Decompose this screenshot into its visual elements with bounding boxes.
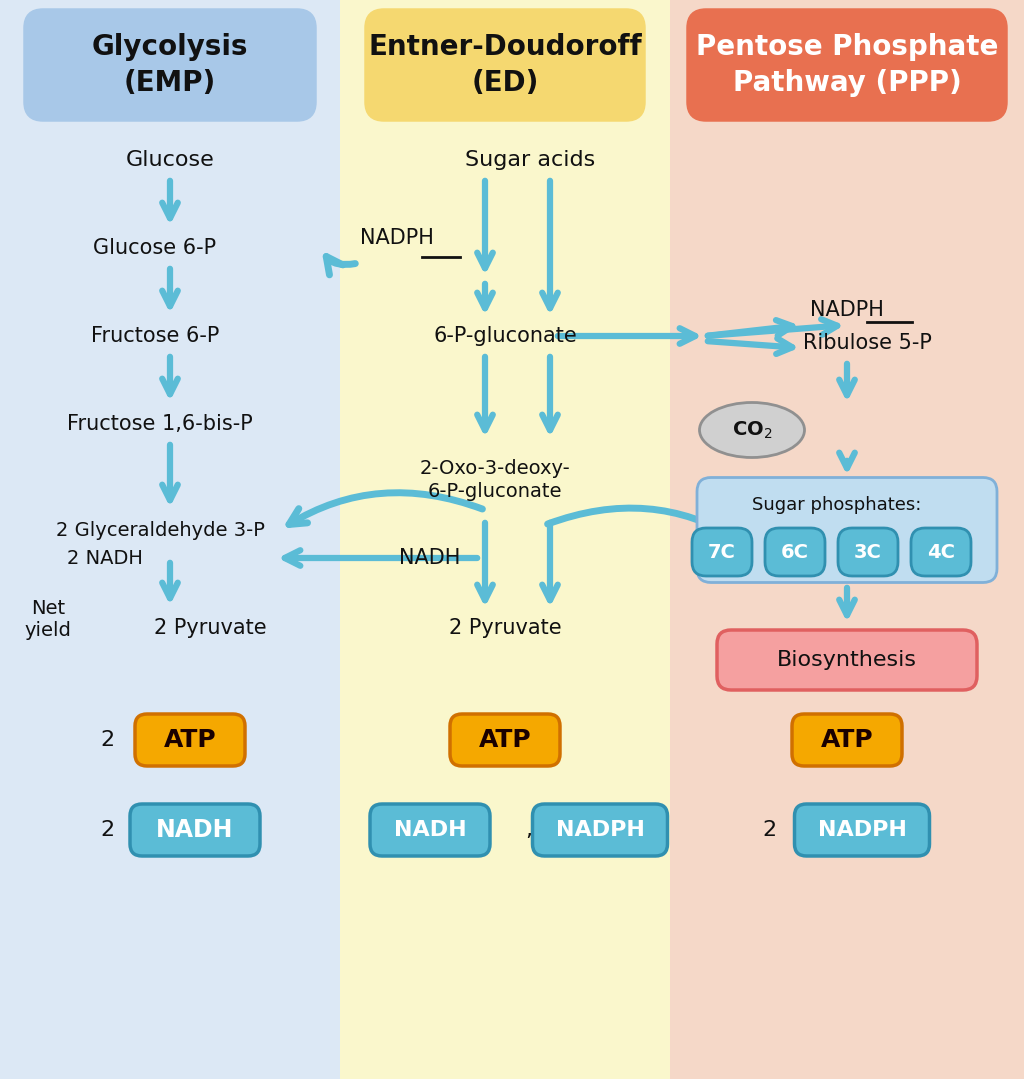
FancyBboxPatch shape xyxy=(792,714,902,766)
Text: Pentose Phosphate
Pathway (PPP): Pentose Phosphate Pathway (PPP) xyxy=(696,33,998,97)
FancyBboxPatch shape xyxy=(717,630,977,689)
FancyBboxPatch shape xyxy=(838,528,898,576)
FancyBboxPatch shape xyxy=(135,714,245,766)
Text: 2: 2 xyxy=(763,820,777,839)
Text: Entner-Doudoroff
(ED): Entner-Doudoroff (ED) xyxy=(368,32,642,97)
FancyBboxPatch shape xyxy=(370,804,490,856)
Text: Sugar acids: Sugar acids xyxy=(465,150,595,170)
Text: Sugar phosphates:: Sugar phosphates: xyxy=(753,496,922,514)
Text: 3C: 3C xyxy=(854,543,882,561)
Text: 6C: 6C xyxy=(781,543,809,561)
Text: ATP: ATP xyxy=(820,728,873,752)
Text: 6-P-gluconate: 6-P-gluconate xyxy=(433,326,577,346)
Text: NADH: NADH xyxy=(393,820,466,839)
FancyBboxPatch shape xyxy=(366,10,644,120)
FancyBboxPatch shape xyxy=(450,714,560,766)
Text: NADH: NADH xyxy=(399,548,461,568)
FancyBboxPatch shape xyxy=(911,528,971,576)
Text: Glucose 6-P: Glucose 6-P xyxy=(93,238,216,258)
Text: 4C: 4C xyxy=(927,543,955,561)
Text: Fructose 6-P: Fructose 6-P xyxy=(91,326,219,346)
FancyBboxPatch shape xyxy=(692,528,752,576)
Bar xyxy=(340,0,670,1079)
Text: Biosynthesis: Biosynthesis xyxy=(777,650,918,670)
Text: Glucose: Glucose xyxy=(126,150,214,170)
Text: NADPH: NADPH xyxy=(817,820,906,839)
Text: NADH: NADH xyxy=(157,818,233,842)
FancyBboxPatch shape xyxy=(25,10,315,120)
Text: 2 Pyruvate: 2 Pyruvate xyxy=(449,618,561,638)
Text: 2 NADH: 2 NADH xyxy=(67,548,143,568)
Text: 2-Oxo-3-deoxy-
6-P-gluconate: 2-Oxo-3-deoxy- 6-P-gluconate xyxy=(420,459,570,502)
Text: NADPH: NADPH xyxy=(810,300,884,320)
FancyBboxPatch shape xyxy=(795,804,930,856)
FancyBboxPatch shape xyxy=(532,804,668,856)
Text: NADPH: NADPH xyxy=(556,820,644,839)
Text: Net
yield: Net yield xyxy=(25,600,72,641)
FancyBboxPatch shape xyxy=(697,478,997,583)
Text: Ribulose 5-P: Ribulose 5-P xyxy=(803,333,932,353)
Text: ATP: ATP xyxy=(478,728,531,752)
Text: Glycolysis
(EMP): Glycolysis (EMP) xyxy=(92,32,248,97)
Text: 2 Glyceraldehyde 3-P: 2 Glyceraldehyde 3-P xyxy=(55,520,264,540)
Text: ATP: ATP xyxy=(164,728,216,752)
Text: Fructose 1,6-bis-P: Fructose 1,6-bis-P xyxy=(68,414,253,434)
Text: 7C: 7C xyxy=(708,543,736,561)
FancyBboxPatch shape xyxy=(765,528,825,576)
FancyBboxPatch shape xyxy=(130,804,260,856)
Text: NADPH: NADPH xyxy=(360,228,434,248)
FancyBboxPatch shape xyxy=(688,10,1006,120)
Text: 2: 2 xyxy=(101,820,115,839)
Text: CO$_2$: CO$_2$ xyxy=(732,420,772,440)
Bar xyxy=(670,0,1024,1079)
Text: 2: 2 xyxy=(101,730,115,750)
Bar xyxy=(0,0,340,1079)
Ellipse shape xyxy=(699,402,805,457)
Text: 2 Pyruvate: 2 Pyruvate xyxy=(154,618,266,638)
Text: ,: , xyxy=(525,820,532,839)
